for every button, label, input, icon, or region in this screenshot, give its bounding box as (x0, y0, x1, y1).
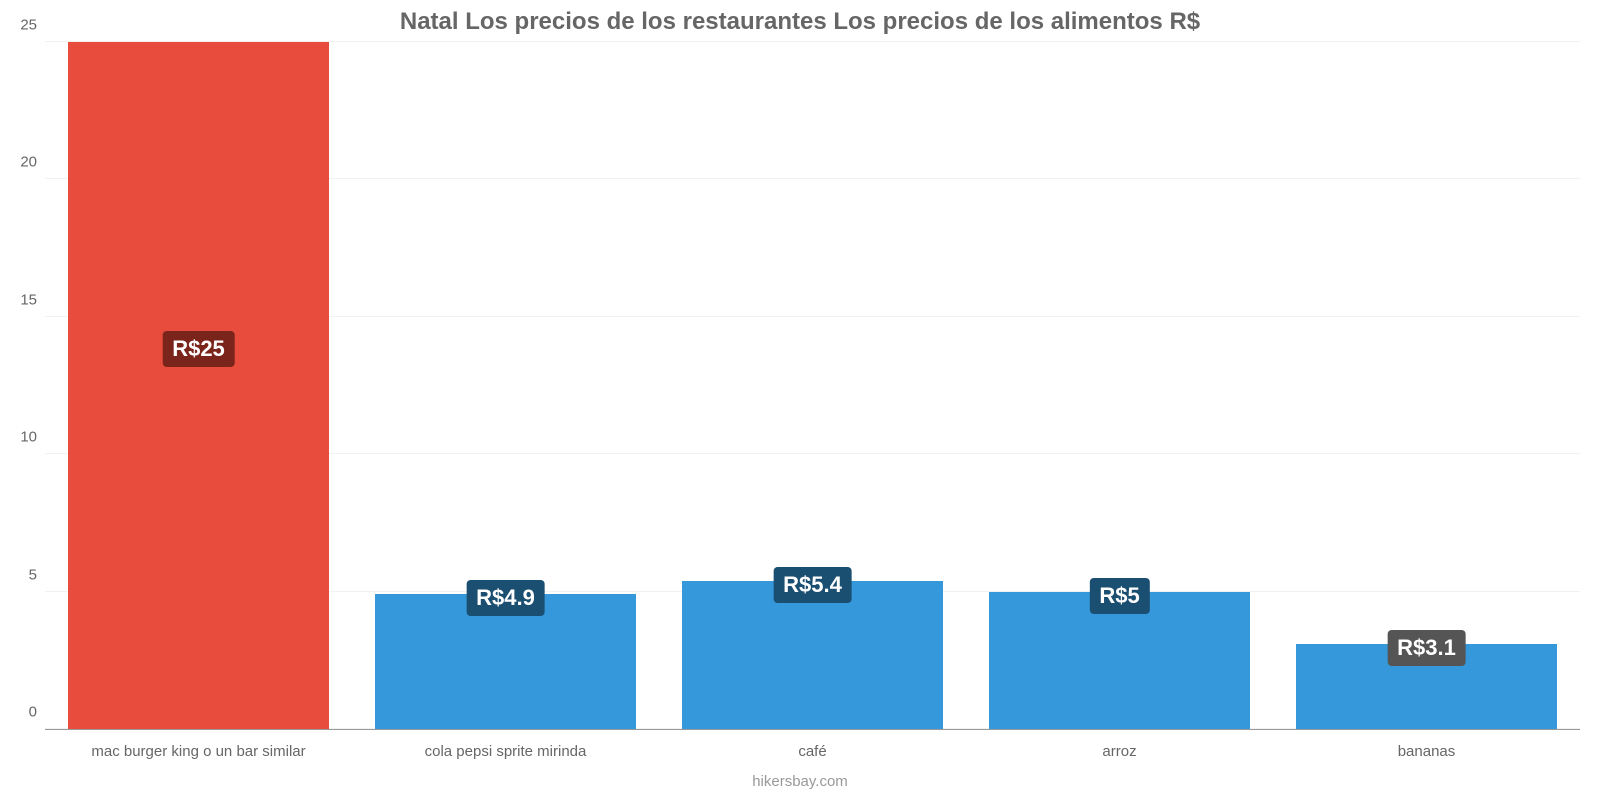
bar-value-label: R$3.1 (1387, 630, 1466, 666)
bar-slot: R$25 (45, 42, 352, 729)
bar-mac-burger: R$25 (68, 42, 329, 729)
bar-value-label: R$5.4 (773, 567, 852, 603)
bar-slot: R$4.9 (352, 42, 659, 729)
xaxis-label: arroz (966, 737, 1273, 760)
bar-arroz: R$5 (989, 592, 1250, 729)
plot-area: 0 5 10 15 20 25 R$25 R$4.9 (45, 42, 1580, 730)
bar-slot: R$5.4 (659, 42, 966, 729)
xaxis-row: mac burger king o un bar similar cola pe… (45, 737, 1580, 760)
ytick-label: 15 (5, 291, 37, 308)
bar-slot: R$5 (966, 42, 1273, 729)
bar-bananas: R$3.1 (1296, 644, 1557, 729)
bars-row: R$25 R$4.9 R$5.4 R$5 R$3.1 (45, 42, 1580, 729)
ytick-label: 10 (5, 429, 37, 446)
xaxis-label: mac burger king o un bar similar (45, 737, 352, 760)
bar-value-label: R$25 (162, 331, 235, 367)
ytick-label: 20 (5, 154, 37, 171)
ytick-label: 5 (5, 566, 37, 583)
chart-footer: hikersbay.com (0, 773, 1600, 790)
chart-title: Natal Los precios de los restaurantes Lo… (0, 0, 1600, 36)
ytick-label: 0 (5, 704, 37, 721)
xaxis-label: cola pepsi sprite mirinda (352, 737, 659, 760)
bar-cola: R$4.9 (375, 594, 636, 729)
xaxis-label: café (659, 737, 966, 760)
ytick-label: 25 (5, 17, 37, 34)
xaxis-label: bananas (1273, 737, 1580, 760)
bar-value-label: R$4.9 (466, 580, 545, 616)
bar-cafe: R$5.4 (682, 581, 943, 729)
bar-slot: R$3.1 (1273, 42, 1580, 729)
chart-container: Natal Los precios de los restaurantes Lo… (0, 0, 1600, 800)
bar-value-label: R$5 (1089, 578, 1149, 614)
